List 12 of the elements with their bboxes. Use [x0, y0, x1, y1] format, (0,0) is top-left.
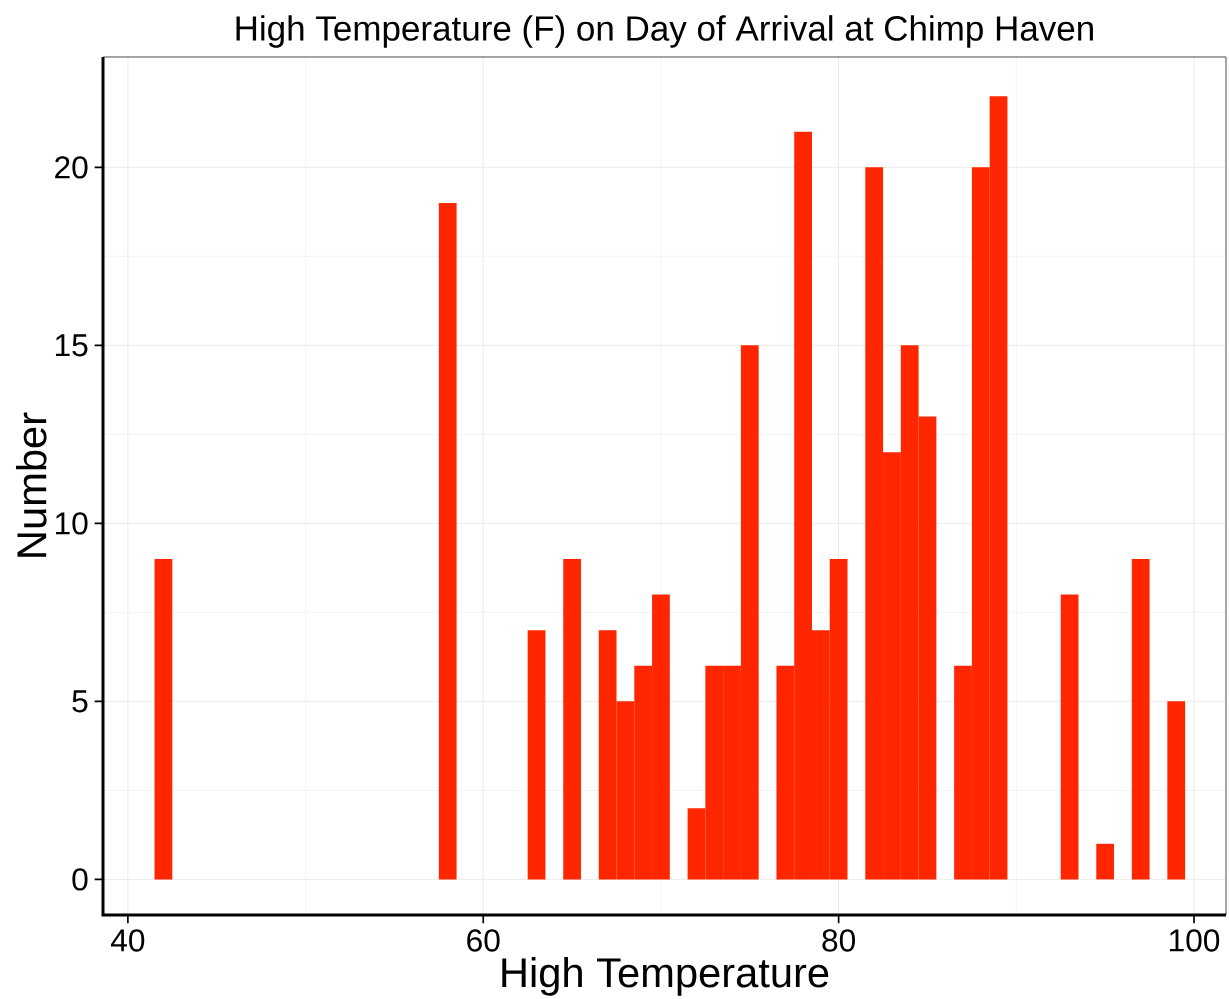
- chart-title: High Temperature (F) on Day of Arrival at Chimp Haven: [236, 15, 1093, 48]
- y-tick-label: 0: [72, 868, 88, 891]
- y-tick-label: 20: [55, 156, 88, 179]
- y-axis-title: Number: [15, 412, 47, 557]
- x-axis-title: High Temperature: [502, 956, 829, 996]
- x-tick-label: 100: [1170, 929, 1220, 952]
- y-tick-label: 5: [72, 690, 88, 713]
- x-tick-label: 60: [467, 929, 500, 952]
- y-tick-label: 15: [55, 334, 88, 357]
- x-tick-label: 40: [111, 929, 145, 952]
- y-tick-label: 10: [55, 512, 88, 535]
- x-tick-label: 80: [822, 929, 855, 952]
